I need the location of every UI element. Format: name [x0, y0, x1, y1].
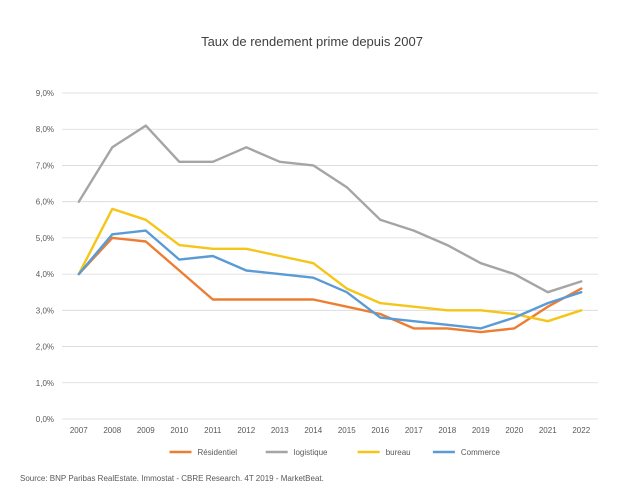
series-line-r-sidentiel — [77, 236, 583, 334]
legend: Résidentiel logistique bureau Commerce — [169, 448, 501, 457]
y-tick-label: 3,0% — [36, 306, 54, 315]
y-tick-label: 1,0% — [36, 379, 54, 388]
y-tick-label: 7,0% — [36, 161, 54, 170]
legend-label: Résidentiel — [198, 448, 238, 457]
legend-item: Commerce — [432, 448, 501, 457]
x-tick-label: 2013 — [271, 426, 289, 435]
x-tick-label: 2007 — [70, 426, 88, 435]
x-tick-label: 2009 — [137, 426, 155, 435]
y-tick-label: 2,0% — [36, 343, 54, 352]
y-tick-label: 6,0% — [36, 198, 54, 207]
y-tick-label: 5,0% — [36, 234, 54, 243]
x-tick-label: 2008 — [103, 426, 121, 435]
series-line-commerce — [77, 229, 583, 330]
x-tick-label: 2016 — [371, 426, 389, 435]
x-tick-label: 2011 — [204, 426, 222, 435]
y-tick-label: 8,0% — [36, 125, 54, 134]
gridlines — [62, 92, 598, 420]
x-tick-label: 2015 — [338, 426, 356, 435]
source-note: Source: BNP Paribas RealEstate. Immostat… — [20, 474, 324, 483]
x-tick-label: 2010 — [170, 426, 188, 435]
x-tick-label: 2012 — [237, 426, 255, 435]
y-tick-label: 9,0% — [36, 89, 54, 98]
legend-label: logistique — [294, 448, 328, 457]
legend-item: Résidentiel — [169, 448, 238, 457]
x-tick-label: 2018 — [438, 426, 456, 435]
chart-title: Taux de rendement prime depuis 2007 — [201, 34, 423, 49]
y-tick-label: 4,0% — [36, 270, 54, 279]
x-tick-label: 2017 — [405, 426, 423, 435]
y-axis-ticks: 0,0% 1,0% 2,0% 3,0% 4,0% 5,0% 6,0% 7,0% 8,0% 9,0% — [36, 89, 54, 424]
y-tick-label: 0,0% — [36, 415, 54, 424]
legend-item: logistique — [265, 448, 328, 457]
series-line-logistique — [77, 124, 583, 294]
x-tick-label: 2014 — [304, 426, 322, 435]
legend-label: bureau — [386, 448, 411, 457]
x-tick-label: 2021 — [539, 426, 557, 435]
x-tick-label: 2022 — [572, 426, 590, 435]
x-tick-label: 2019 — [472, 426, 490, 435]
series-line-bureau — [77, 207, 583, 323]
legend-label: Commerce — [461, 448, 501, 457]
legend-item: bureau — [357, 448, 411, 457]
series-lines — [77, 124, 583, 334]
x-tick-label: 2020 — [505, 426, 523, 435]
x-axis-ticks: 2007 2008 2009 2010 2011 2012 2013 2014 2015 2016… — [70, 426, 591, 435]
